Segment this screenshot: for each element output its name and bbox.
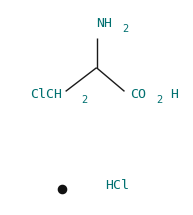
Text: HCl: HCl — [105, 179, 129, 192]
Text: 2: 2 — [156, 95, 163, 105]
Text: 2: 2 — [123, 24, 129, 34]
Text: ClCH: ClCH — [30, 88, 62, 101]
Text: NH: NH — [96, 17, 113, 30]
Text: H: H — [170, 88, 178, 101]
Text: CO: CO — [130, 88, 146, 101]
Point — [60, 187, 63, 191]
Text: 2: 2 — [81, 95, 87, 105]
